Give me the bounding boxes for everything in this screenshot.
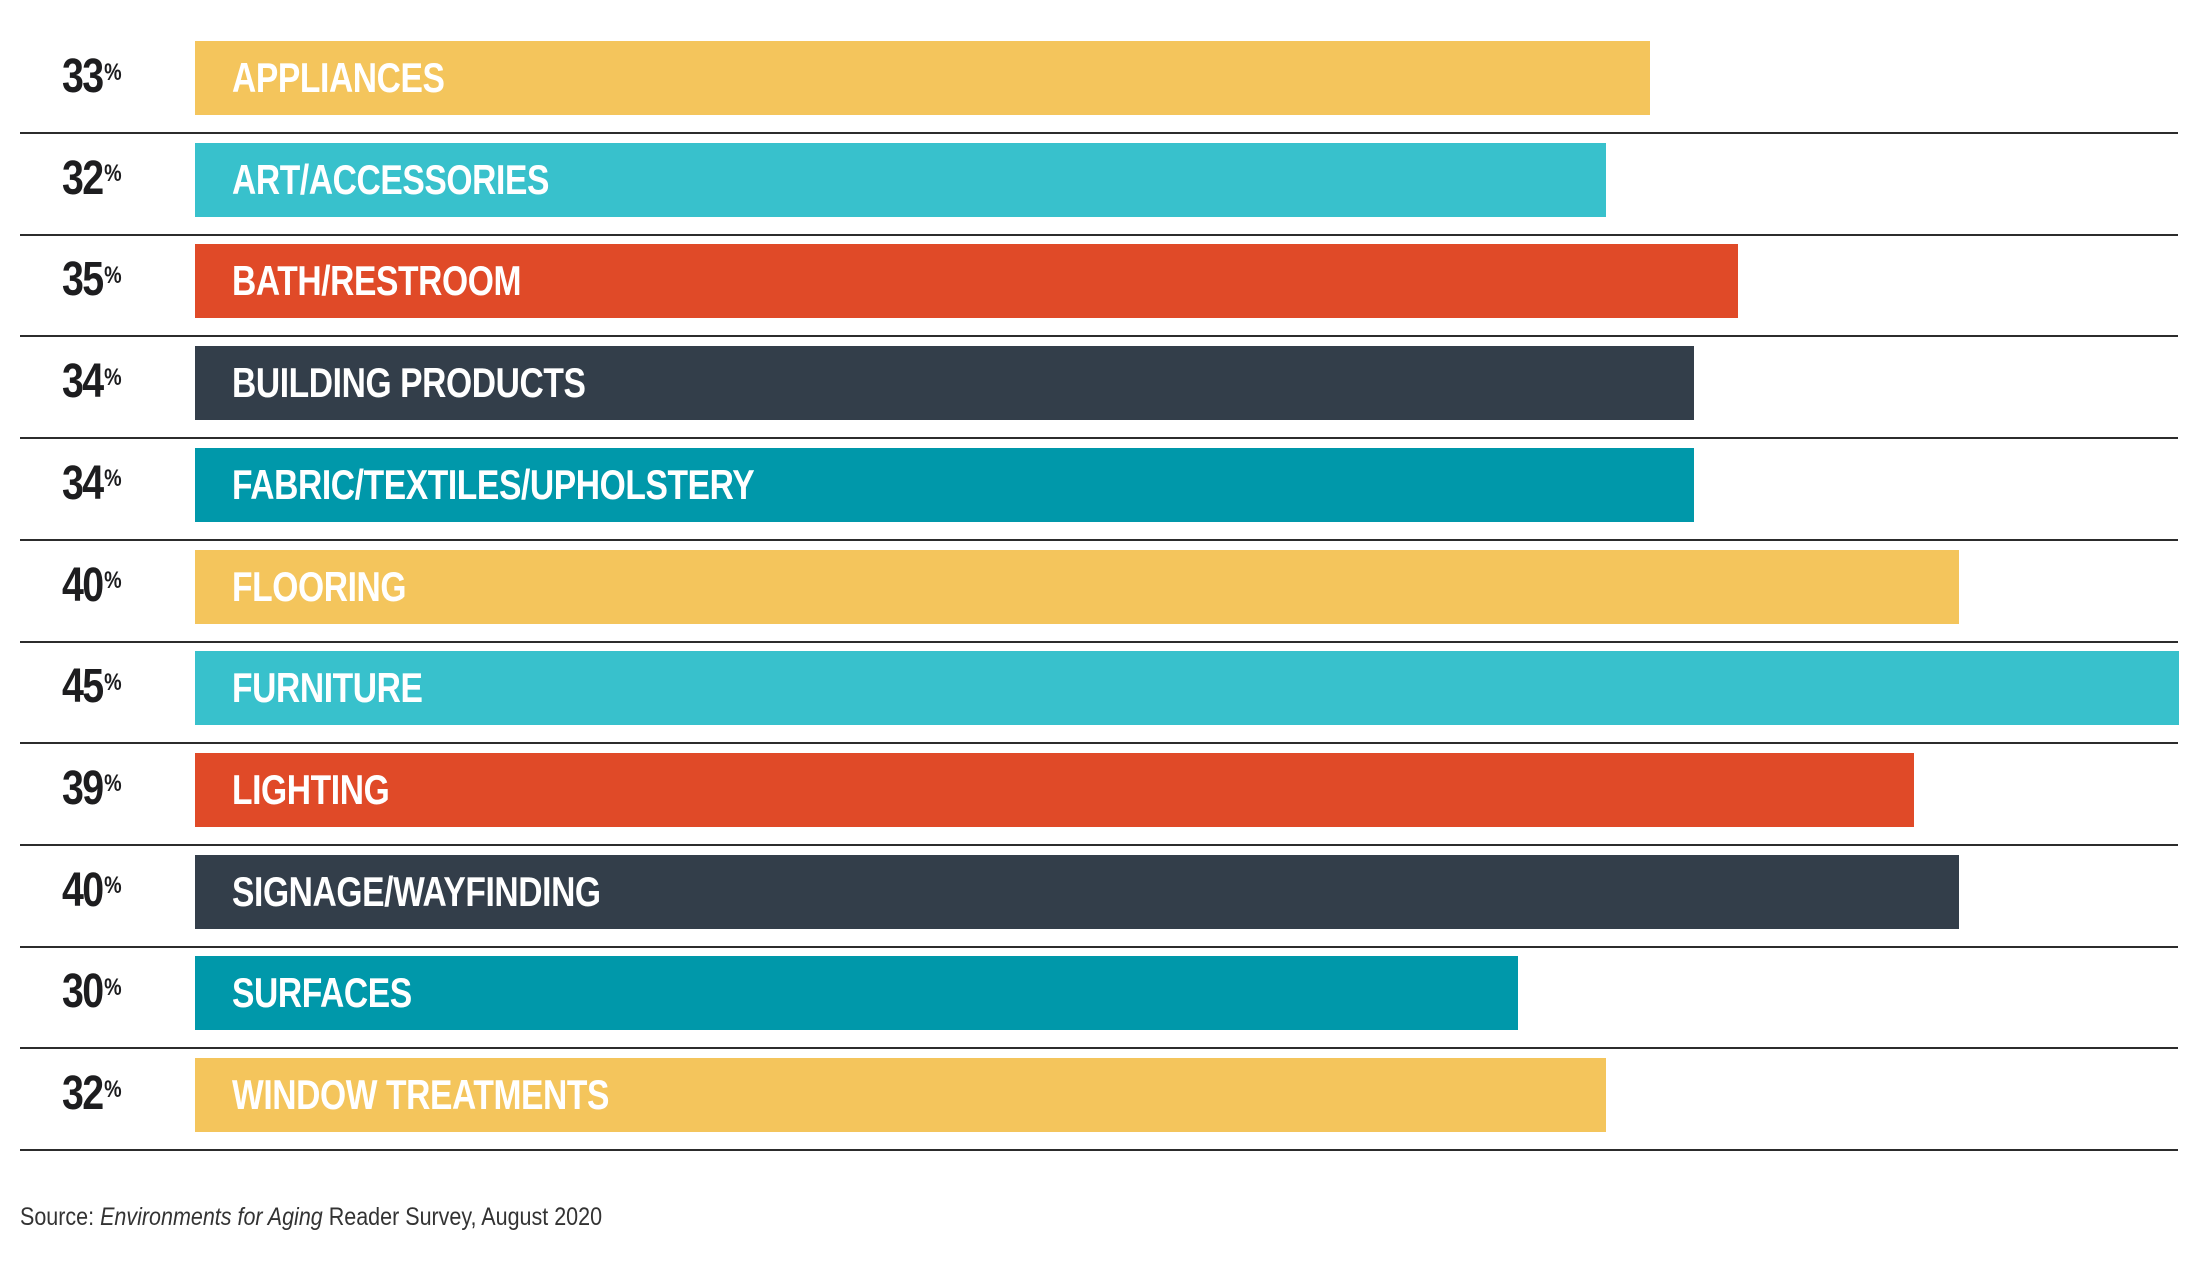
value-number: 33 (62, 50, 104, 103)
value-number: 40 (62, 558, 104, 612)
bar (195, 142, 1606, 217)
value-number: 30 (62, 965, 104, 1019)
category-label: FLOORING (232, 562, 407, 610)
row-divider (20, 946, 2178, 948)
bar (195, 854, 1959, 929)
category-label: BUILDING PRODUCTS (232, 359, 586, 407)
category-label: SIGNAGE/WAYFINDING (232, 867, 601, 915)
chart-row: 30% SURFACES (0, 940, 2198, 1043)
value-number: 34 (62, 456, 104, 510)
category-label: FABRIC/TEXTILES/UPHOLSTERY (232, 460, 755, 508)
row-divider (20, 742, 2178, 744)
source-note: Source: Environments for Aging Reader Su… (20, 1203, 602, 1232)
bar (195, 346, 1695, 421)
value-suffix: % (104, 58, 122, 86)
value-label: 32% (62, 1042, 169, 1145)
row-divider (20, 641, 2178, 643)
value-label: 33% (62, 25, 169, 128)
bar (195, 244, 1739, 319)
chart-row: 35% BATH/RESTROOM (0, 228, 2198, 331)
bar (195, 1058, 1606, 1132)
category-label: LIGHTING (232, 765, 390, 813)
value-number: 34 (62, 355, 104, 409)
value-label: 39% (62, 737, 169, 840)
row-divider (20, 539, 2178, 541)
chart-row: 45% FURNITURE (0, 635, 2198, 738)
value-number: 32 (62, 1067, 104, 1120)
category-label: FURNITURE (232, 664, 423, 712)
value-suffix: % (104, 363, 122, 391)
value-suffix: % (104, 261, 122, 289)
bar (195, 41, 1650, 115)
bar (195, 752, 1915, 827)
row-divider (20, 437, 2178, 439)
source-suffix: Reader Survey, August 2020 (322, 1203, 603, 1231)
value-number: 39 (62, 761, 104, 815)
chart-row: 33% APPLIANCES (0, 25, 2198, 128)
value-suffix: % (104, 465, 122, 493)
category-label: BATH/RESTROOM (232, 257, 522, 305)
value-suffix: % (104, 1075, 122, 1103)
value-label: 40% (62, 839, 169, 942)
value-suffix: % (104, 567, 122, 594)
chart-row: 40% FLOORING (0, 534, 2198, 637)
chart-row: 34% BUILDING PRODUCTS (0, 330, 2198, 433)
value-suffix: % (104, 872, 122, 900)
value-number: 35 (62, 253, 104, 307)
value-suffix: % (104, 770, 122, 798)
source-prefix: Source: (20, 1203, 101, 1231)
value-number: 45 (62, 660, 104, 714)
value-label: 40% (62, 534, 169, 637)
value-suffix: % (104, 160, 122, 188)
row-divider (20, 1047, 2178, 1049)
category-label: ART/ACCESSORIES (232, 155, 549, 203)
value-number: 40 (62, 863, 104, 917)
bar (195, 956, 1518, 1031)
category-label: SURFACES (232, 969, 412, 1017)
row-divider (20, 335, 2178, 337)
row-divider (20, 1149, 2178, 1151)
category-label: WINDOW TREATMENTS (232, 1071, 610, 1118)
chart-row: 40% SIGNAGE/WAYFINDING (0, 839, 2198, 942)
value-number: 32 (62, 151, 104, 205)
bar (195, 651, 2179, 726)
row-divider (20, 844, 2178, 846)
value-label: 45% (62, 635, 169, 738)
bar (195, 447, 1695, 522)
value-label: 30% (62, 940, 169, 1043)
chart-row: 39% LIGHTING (0, 737, 2198, 840)
value-label: 35% (62, 228, 169, 331)
row-divider (20, 234, 2178, 236)
value-label: 34% (62, 330, 169, 433)
value-label: 34% (62, 432, 169, 535)
chart-row: 32% WINDOW TREATMENTS (0, 1042, 2198, 1145)
value-suffix: % (104, 973, 122, 1001)
value-label: 32% (62, 127, 169, 230)
category-label: APPLIANCES (232, 54, 445, 101)
row-divider (20, 132, 2178, 134)
chart-row: 32% ART/ACCESSORIES (0, 127, 2198, 230)
source-publication: Environments for Aging (100, 1203, 323, 1231)
chart-row: 34% FABRIC/TEXTILES/UPHOLSTERY (0, 432, 2198, 535)
value-suffix: % (104, 668, 122, 696)
bar (195, 549, 1959, 624)
